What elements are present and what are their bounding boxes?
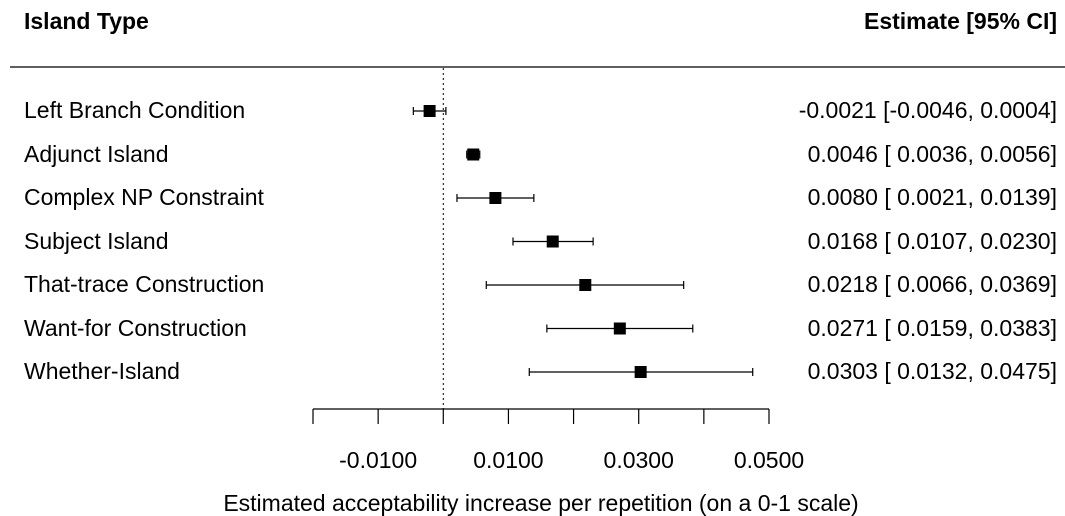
x-tick-label: 0.0100 <box>473 447 543 473</box>
row-label: That-trace Construction <box>24 271 265 297</box>
point-estimate <box>423 105 436 117</box>
row-estimate-text: 0.0218 [ 0.0066, 0.0369] <box>807 271 1057 297</box>
row-label: Want-for Construction <box>24 314 247 341</box>
row-estimate-text: 0.0168 [ 0.0107, 0.0230] <box>807 227 1057 254</box>
x-tick-label: -0.0100 <box>339 447 417 473</box>
row-estimate-text: 0.0046 [ 0.0036, 0.0056] <box>807 140 1057 167</box>
header-island-type: Island Type <box>24 8 149 34</box>
row-estimate-text: -0.0021 [-0.0046, 0.0004] <box>798 97 1057 123</box>
point-estimate <box>467 148 480 161</box>
x-tick-label: 0.0300 <box>604 447 674 473</box>
row-estimate-text: 0.0080 [ 0.0021, 0.0139] <box>807 184 1057 210</box>
row-estimate-text: 0.0303 [ 0.0132, 0.0475] <box>807 358 1057 384</box>
header-estimate: Estimate [95% CI] <box>863 8 1057 34</box>
row-label: Whether-Island <box>24 358 180 384</box>
point-estimate <box>546 235 559 248</box>
row-label: Adjunct Island <box>24 140 169 167</box>
row-label: Left Branch Condition <box>24 97 246 123</box>
point-estimate <box>489 192 502 204</box>
point-estimate <box>613 322 626 335</box>
x-axis-title: Estimated acceptability increase per rep… <box>223 490 858 516</box>
point-estimate <box>579 279 592 291</box>
row-label: Complex NP Constraint <box>24 184 264 210</box>
x-tick-label: 0.0500 <box>734 447 804 473</box>
row-estimate-text: 0.0271 [ 0.0159, 0.0383] <box>807 314 1057 341</box>
row-label: Subject Island <box>24 227 169 254</box>
point-estimate <box>634 366 647 378</box>
